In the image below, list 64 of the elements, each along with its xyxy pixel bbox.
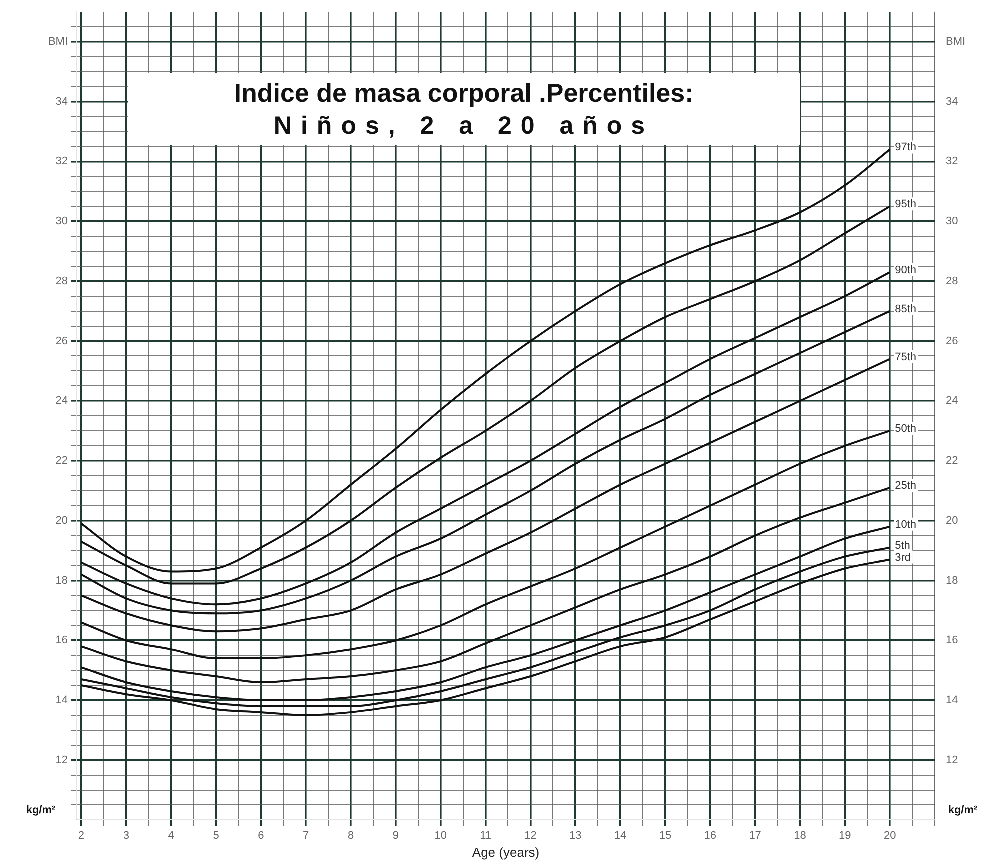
x-tick-label: 15 [659,830,672,842]
y2-tick-label: 24 [946,395,958,408]
x-axis-title: Age (years) [472,844,540,860]
x-tick-label: 12 [524,830,537,842]
series-label: 90th [895,264,916,276]
y-tick-label: 26 [56,335,68,348]
y-axis-title: kg/m² [26,804,56,817]
x-tick-label: 7 [303,830,310,842]
series-label: 95th [895,198,916,211]
x-tick-label: 14 [614,830,627,842]
x-tick-label: 4 [168,830,174,842]
x-tick-label: 5 [213,830,220,842]
y-tick-label: 20 [56,514,68,527]
x-tick-label: 17 [749,830,762,842]
series-label: 25th [895,480,916,492]
y2-tick-label: BMI [946,36,966,48]
y2-tick-label: 34 [946,96,958,108]
x-tick-label: 13 [570,830,582,842]
x-tick-label: 10 [434,830,447,842]
x-tick-label: 18 [794,830,806,842]
y2-tick-label: 32 [946,156,958,168]
y-tick-label: 34 [56,96,68,108]
y2-tick-label: 12 [946,754,958,766]
line-series [80,358,892,633]
x-tick-label: 6 [258,830,264,842]
y2-tick-label: 18 [946,574,958,587]
y-tick-label: 16 [56,634,68,647]
line-series [80,430,892,660]
x-tick-label: 9 [392,830,400,842]
x-tick-label: 16 [704,830,717,842]
title-panel: Indice de masa corporal .Percentiles: Niños, 2 a 20 años [128,73,800,145]
x-tick-label: 19 [839,830,852,842]
series-label: 97th [895,142,916,154]
y-tick-label: 14 [56,694,68,706]
y-tick-label: 18 [56,574,68,587]
y-tick-label: 30 [56,216,68,228]
y-tick-label: 24 [56,395,68,408]
y2-tick-label: 28 [946,275,958,288]
y-tick-label: 32 [56,156,68,168]
series-label: 85th [895,303,916,316]
y-tick-label: BMI [48,36,68,48]
series-label: 5th [895,540,910,552]
y2-tick-label: 22 [946,455,958,468]
series-label: 75th [895,351,916,364]
line-series [80,148,892,573]
x-tick-label: 8 [348,830,354,842]
y2-tick-label: 20 [946,514,958,527]
line-series [80,206,892,585]
y2-tick-label: 26 [946,335,958,348]
series-label: 3rd [895,552,911,564]
y2-tick-label: 16 [946,634,958,647]
line-series [80,486,892,684]
series-label: 10th [895,518,916,531]
x-tick-label: 2 [78,830,85,842]
series-label: 50th [895,423,916,436]
y2-axis-title: kg/m² [948,804,978,817]
y2-tick-label: 30 [946,216,958,228]
x-tick-label: 20 [884,830,896,842]
x-tick-label: 11 [480,830,492,842]
y-tick-label: 28 [56,275,68,288]
x-tick-label: 3 [123,830,130,842]
y-tick-label: 12 [56,754,68,766]
y2-tick-label: 14 [946,694,958,706]
y-tick-label: 22 [56,455,68,468]
